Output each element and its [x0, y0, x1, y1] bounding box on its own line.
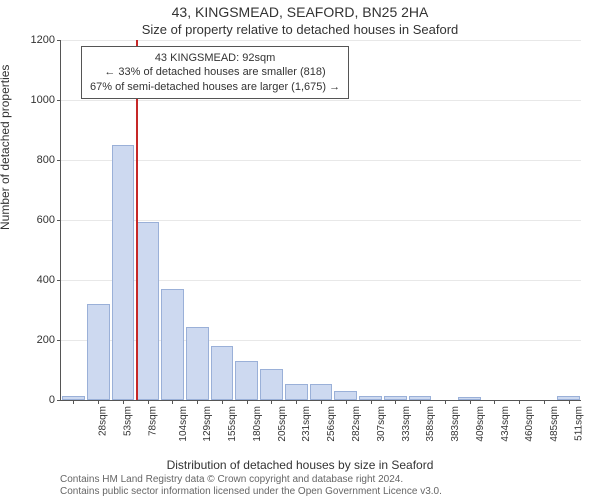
y-tick-label: 0	[49, 394, 55, 406]
x-tick-mark	[470, 400, 471, 404]
x-tick-label: 104sqm	[178, 406, 189, 442]
y-tick-label: 600	[37, 214, 55, 226]
x-tick-mark	[123, 400, 124, 404]
info-line: 67% of semi-detached houses are larger (…	[90, 80, 340, 94]
x-tick-label: 307sqm	[376, 406, 387, 442]
x-tick-label: 511sqm	[573, 406, 584, 441]
x-tick-mark	[494, 400, 495, 404]
x-tick-mark	[247, 400, 248, 404]
gridline	[61, 100, 581, 101]
bar	[161, 289, 184, 400]
y-tick-label: 400	[37, 274, 55, 286]
figure: 43, KINGSMEAD, SEAFORD, BN25 2HA Size of…	[0, 0, 600, 500]
x-tick-mark	[148, 400, 149, 404]
page-title: 43, KINGSMEAD, SEAFORD, BN25 2HA	[0, 4, 600, 20]
bar	[186, 327, 209, 401]
x-tick-mark	[371, 400, 372, 404]
y-tick-label: 1200	[31, 34, 55, 46]
x-tick-mark	[395, 400, 396, 404]
x-tick-mark	[197, 400, 198, 404]
x-tick-label: 333sqm	[401, 406, 412, 442]
x-tick-label: 485sqm	[549, 406, 560, 442]
x-tick-label: 358sqm	[425, 406, 436, 442]
y-tick-label: 1000	[31, 94, 55, 106]
gridline	[61, 160, 581, 161]
x-tick-label: 282sqm	[351, 406, 362, 442]
info-line: 43 KINGSMEAD: 92sqm	[90, 51, 340, 65]
bar	[235, 361, 258, 400]
x-tick-label: 231sqm	[302, 406, 313, 442]
x-tick-label: 205sqm	[277, 406, 288, 442]
bar	[211, 346, 234, 400]
y-tick-mark	[57, 400, 61, 401]
x-tick-mark	[296, 400, 297, 404]
license-line: Contains public sector information licen…	[60, 486, 442, 498]
y-tick-mark	[57, 40, 61, 41]
subtitle: Size of property relative to detached ho…	[0, 22, 600, 37]
x-tick-label: 53sqm	[123, 406, 134, 436]
x-tick-label: 460sqm	[524, 406, 535, 442]
x-tick-label: 28sqm	[98, 406, 109, 436]
info-box: 43 KINGSMEAD: 92sqm ← 33% of detached ho…	[81, 46, 349, 99]
x-tick-mark	[519, 400, 520, 404]
y-tick-label: 800	[37, 154, 55, 166]
x-tick-mark	[321, 400, 322, 404]
info-line: ← 33% of detached houses are smaller (81…	[90, 65, 340, 79]
y-tick-mark	[57, 100, 61, 101]
license-line: Contains HM Land Registry data © Crown c…	[60, 474, 442, 486]
bar	[112, 145, 135, 400]
y-tick-mark	[57, 160, 61, 161]
x-tick-label: 434sqm	[500, 406, 511, 442]
x-tick-mark	[420, 400, 421, 404]
y-tick-mark	[57, 220, 61, 221]
x-tick-label: 383sqm	[450, 406, 461, 442]
x-tick-mark	[172, 400, 173, 404]
x-tick-mark	[271, 400, 272, 404]
y-tick-mark	[57, 280, 61, 281]
y-axis-label: Number of detached properties	[0, 65, 12, 230]
y-tick-label: 200	[37, 334, 55, 346]
x-tick-label: 78sqm	[147, 406, 158, 436]
x-tick-label: 409sqm	[475, 406, 486, 442]
x-tick-mark	[445, 400, 446, 404]
x-tick-label: 155sqm	[227, 406, 238, 442]
plot-area: 43 KINGSMEAD: 92sqm ← 33% of detached ho…	[60, 40, 581, 401]
y-tick-mark	[57, 340, 61, 341]
x-tick-mark	[569, 400, 570, 404]
bar	[260, 369, 283, 401]
x-tick-mark	[98, 400, 99, 404]
x-tick-mark	[346, 400, 347, 404]
bar	[136, 222, 159, 401]
x-tick-mark	[73, 400, 74, 404]
license-text: Contains HM Land Registry data © Crown c…	[60, 474, 442, 498]
x-axis-label: Distribution of detached houses by size …	[0, 458, 600, 472]
x-tick-label: 180sqm	[252, 406, 263, 442]
x-tick-mark	[222, 400, 223, 404]
bar	[285, 384, 308, 401]
x-tick-label: 256sqm	[326, 406, 337, 442]
gridline	[61, 40, 581, 41]
bar	[334, 391, 357, 400]
bar	[87, 304, 110, 400]
bar	[310, 384, 333, 401]
x-tick-label: 129sqm	[203, 406, 214, 442]
x-tick-mark	[544, 400, 545, 404]
